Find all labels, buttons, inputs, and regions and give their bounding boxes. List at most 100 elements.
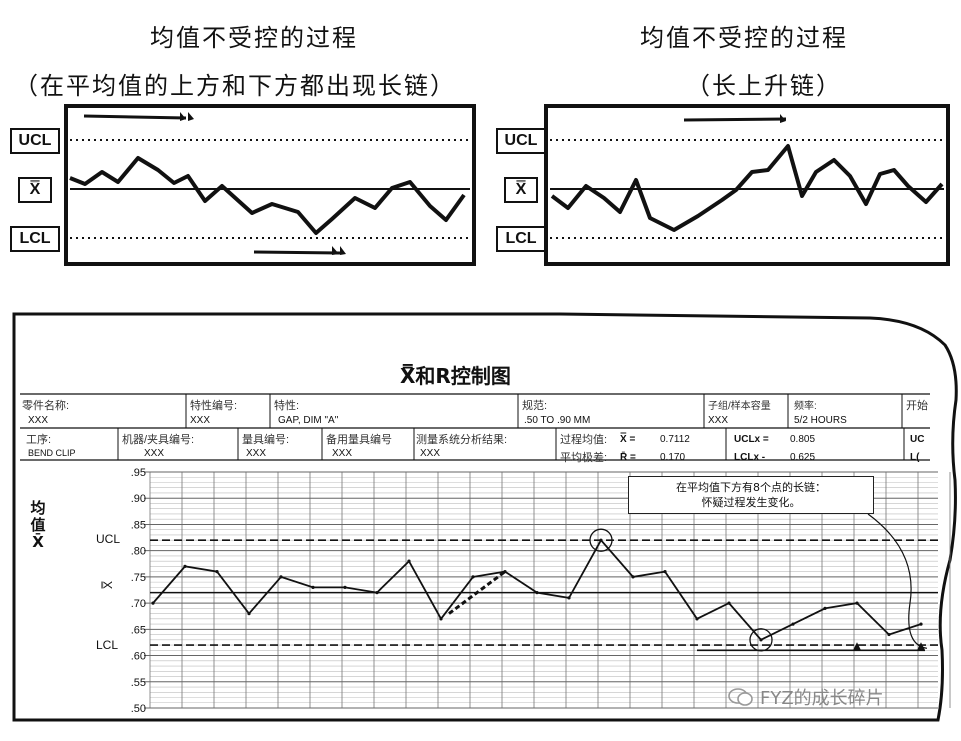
uclx-label: UCLx = xyxy=(734,434,769,445)
data-point xyxy=(375,591,379,595)
machine-value: XXX xyxy=(144,448,165,459)
top-right-ucl-label: UCL xyxy=(496,128,546,154)
annotation-connector xyxy=(867,513,928,649)
data-point xyxy=(727,601,731,605)
data-point xyxy=(311,585,315,589)
run-arrowhead xyxy=(853,642,861,651)
chart-ucl-label: UCL xyxy=(96,532,121,546)
data-point xyxy=(471,575,475,579)
data-point xyxy=(151,601,155,605)
top-left-ucl-label: UCL xyxy=(10,128,60,154)
data-point xyxy=(567,596,571,600)
y-tick-label: .80 xyxy=(131,546,146,558)
data-point xyxy=(855,601,859,605)
frequency-value: 5/2 HOURS xyxy=(794,415,847,426)
char-no-value: XXX xyxy=(190,415,211,426)
data-point xyxy=(183,564,187,568)
wechat-icon xyxy=(728,688,753,706)
operation-value: BEND CLIP xyxy=(28,448,76,458)
chart-lcl-label: LCL xyxy=(96,638,119,652)
top-left-xbar-label: X̿ xyxy=(18,177,52,203)
data-point xyxy=(919,622,923,626)
y-tick-label: .75 xyxy=(131,572,146,584)
lc-label: L( xyxy=(910,452,920,463)
data-point xyxy=(279,575,283,579)
alt-gauge-label: 备用量具编号 xyxy=(326,434,392,446)
control-chart-plot: .50 .55 .60 .65 .70 .75 .80 .85 .90 .95 xyxy=(131,467,951,715)
top-right-lcl-label: LCL xyxy=(496,226,546,252)
frequency-label: 频率: xyxy=(794,401,817,412)
top-left-lower-arrowhead xyxy=(332,246,346,255)
top-right-arrowhead xyxy=(780,114,786,123)
y-tick-label: .50 xyxy=(131,703,146,715)
top-right-xbar-label: X̿ xyxy=(504,177,538,203)
subgroup-label: 子组/样本容量 xyxy=(708,401,771,412)
form-title: X̿和R控制图 xyxy=(400,364,511,388)
uc-label: UC xyxy=(910,434,925,445)
top-left-lower-run-arrow xyxy=(253,250,341,255)
data-point xyxy=(791,622,795,626)
top-right-subtitle: （长上升链） xyxy=(686,72,842,100)
data-point xyxy=(343,585,347,589)
annotation-line-1: 在平均值下方有8个点的长链： xyxy=(676,481,826,494)
spec-label: 规范: xyxy=(522,400,548,412)
control-chart-form-frame xyxy=(12,312,958,722)
watermark-text: FYZ的成长碎片 xyxy=(760,688,884,709)
top-right-frame xyxy=(544,104,950,266)
lclx-value: 0.625 xyxy=(790,452,816,463)
top-left-process-line xyxy=(69,156,466,235)
y-tick-label: .95 xyxy=(131,467,146,479)
y-tick-label: .55 xyxy=(131,677,146,689)
data-point xyxy=(823,606,827,610)
data-point xyxy=(663,570,667,574)
gauge-value: XXX xyxy=(246,448,267,459)
top-right-run-arrow xyxy=(683,117,787,122)
part-name-label: 零件名称: xyxy=(22,400,70,412)
alt-gauge-value: XXX xyxy=(332,448,353,459)
data-point xyxy=(535,591,539,595)
data-point xyxy=(407,559,411,563)
lclx-label: LCLx - xyxy=(734,452,766,463)
top-left-subtitle: （在平均值的上方和下方都出现长链） xyxy=(14,72,456,100)
trend-dashed-arrow xyxy=(448,570,506,615)
operation-label: 工序: xyxy=(26,434,52,446)
char-no-label: 特性编号: xyxy=(190,400,238,412)
char-value: GAP, DIM "A" xyxy=(278,415,339,426)
torn-paper-border xyxy=(12,312,958,722)
spec-value: .50 TO .90 MM xyxy=(524,415,591,426)
data-point xyxy=(759,638,763,642)
y-tick-label: .60 xyxy=(131,651,146,663)
xbar-series-line xyxy=(152,538,922,641)
machine-label: 机器/夹具编号: xyxy=(122,434,195,446)
watermark: FYZ的成长碎片 xyxy=(728,684,884,710)
avg-range-symbol: R̄ = xyxy=(620,452,636,463)
y-axis-title: 均值 X̄ xyxy=(30,499,46,551)
y-tick-label: .85 xyxy=(131,519,146,531)
top-right-mini-chart xyxy=(544,104,950,266)
top-left-lcl-label: LCL xyxy=(10,226,60,252)
process-mean-symbol: X̿ = xyxy=(620,434,636,445)
form-header-grid xyxy=(20,393,930,461)
process-mean-value: 0.7112 xyxy=(660,434,690,445)
top-right-title: 均值不受控的过程 xyxy=(640,24,848,52)
y-tick-label: .90 xyxy=(131,493,146,505)
y-tick-label: .70 xyxy=(131,598,146,610)
part-name-value: XXX xyxy=(28,415,49,426)
avg-range-value: 0.170 xyxy=(660,452,686,463)
uclx-value: 0.805 xyxy=(790,434,816,445)
char-label: 特性: xyxy=(274,400,300,412)
data-point xyxy=(439,617,443,621)
top-right-process-line xyxy=(550,144,944,232)
y-tick-label: .65 xyxy=(131,624,146,636)
ooc-highlight-circle xyxy=(589,528,613,552)
annotation-line-2: 怀疑过程发生变化。 xyxy=(701,496,801,509)
avg-range-label: 平均极差: xyxy=(560,452,608,464)
msa-value: XXX xyxy=(420,448,441,459)
annotation-box: 在平均值下方有8个点的长链： 怀疑过程发生变化。 xyxy=(628,476,874,514)
top-left-upper-run-arrow xyxy=(83,114,187,120)
data-point xyxy=(599,538,603,542)
data-point xyxy=(695,617,699,621)
data-point xyxy=(215,570,219,574)
start-label: 开始 xyxy=(906,400,928,412)
msa-label: 测量系统分析结果: xyxy=(416,434,508,446)
